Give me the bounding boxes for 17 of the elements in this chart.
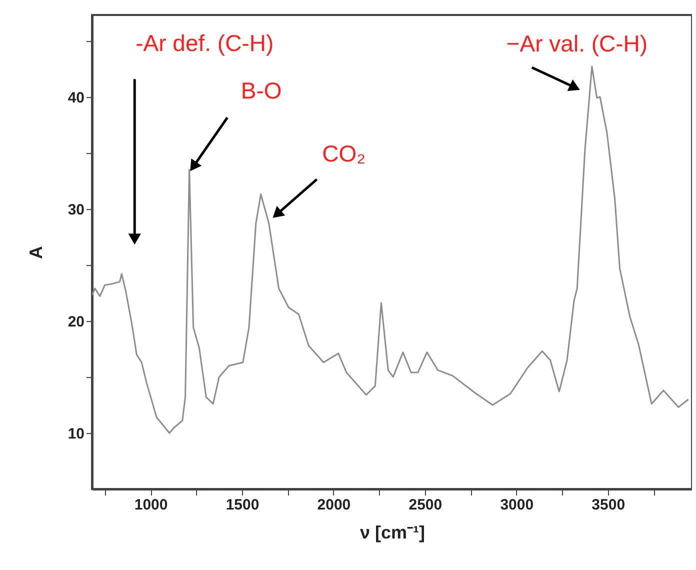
annotation: B-O bbox=[240, 78, 282, 104]
x-tick-label: 1500 bbox=[226, 496, 260, 514]
y-tick-label: 40 bbox=[68, 89, 84, 106]
y-tick-label: 30 bbox=[68, 201, 84, 218]
y-tick-label: 20 bbox=[68, 313, 84, 330]
x-tick-label: 3500 bbox=[592, 496, 626, 514]
annotation: CO₂ bbox=[322, 140, 366, 166]
x-tick-label: 1000 bbox=[134, 496, 168, 514]
y-axis-title: A bbox=[26, 246, 46, 259]
annotation: −Ar val. (C-H) bbox=[506, 30, 648, 57]
y-tick-label: 10 bbox=[68, 425, 84, 442]
annotation: -Ar def. (C-H) bbox=[136, 30, 274, 56]
line-series bbox=[92, 66, 690, 434]
x-tick-label: 2500 bbox=[408, 496, 442, 514]
x-tick-label: 2000 bbox=[317, 496, 351, 514]
x-tick-label: 3000 bbox=[500, 496, 534, 514]
x-axis-title: ν [cm⁻¹] bbox=[360, 522, 426, 542]
